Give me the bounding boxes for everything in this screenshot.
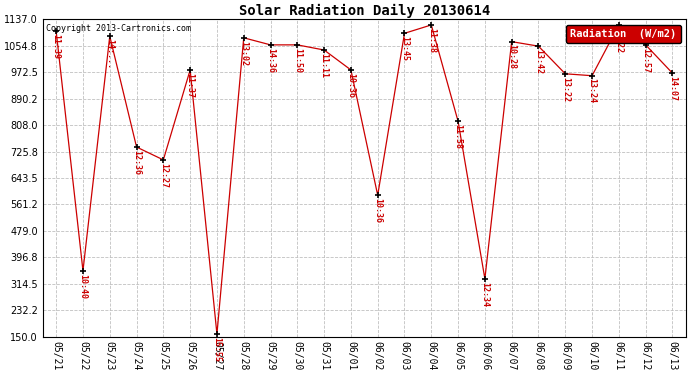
- Text: 12:34: 12:34: [480, 282, 489, 306]
- Text: 11:58: 11:58: [453, 124, 462, 149]
- Text: 14:36: 14:36: [266, 48, 275, 73]
- Text: 11:39: 11:39: [52, 34, 61, 59]
- Text: 13:22: 13:22: [561, 76, 570, 102]
- Text: 10:36: 10:36: [346, 73, 355, 98]
- Text: 10:40: 10:40: [79, 273, 88, 298]
- Text: 10:36: 10:36: [373, 198, 382, 223]
- Legend: Radiation  (W/m2): Radiation (W/m2): [566, 25, 680, 43]
- Text: 15:55: 15:55: [213, 337, 221, 362]
- Title: Solar Radiation Daily 20130614: Solar Radiation Daily 20130614: [239, 4, 490, 18]
- Text: 12:57: 12:57: [641, 48, 650, 73]
- Text: 13:45: 13:45: [400, 36, 409, 61]
- Text: 12:27: 12:27: [159, 163, 168, 188]
- Text: 13:02: 13:02: [239, 40, 248, 66]
- Text: 13:24: 13:24: [588, 78, 597, 104]
- Text: 14:07: 14:07: [668, 76, 677, 101]
- Text: 11:50: 11:50: [293, 48, 302, 73]
- Text: 15:22: 15:22: [614, 28, 623, 53]
- Text: 12:36: 12:36: [132, 150, 141, 175]
- Text: 11:11: 11:11: [319, 53, 328, 78]
- Text: 11:38: 11:38: [427, 28, 436, 53]
- Text: 10:28: 10:28: [507, 44, 516, 69]
- Text: 14:...: 14:...: [106, 39, 115, 69]
- Text: Copyright 2013-Cartronics.com: Copyright 2013-Cartronics.com: [46, 24, 191, 33]
- Text: 11:37: 11:37: [186, 73, 195, 98]
- Text: 13:42: 13:42: [534, 49, 543, 74]
